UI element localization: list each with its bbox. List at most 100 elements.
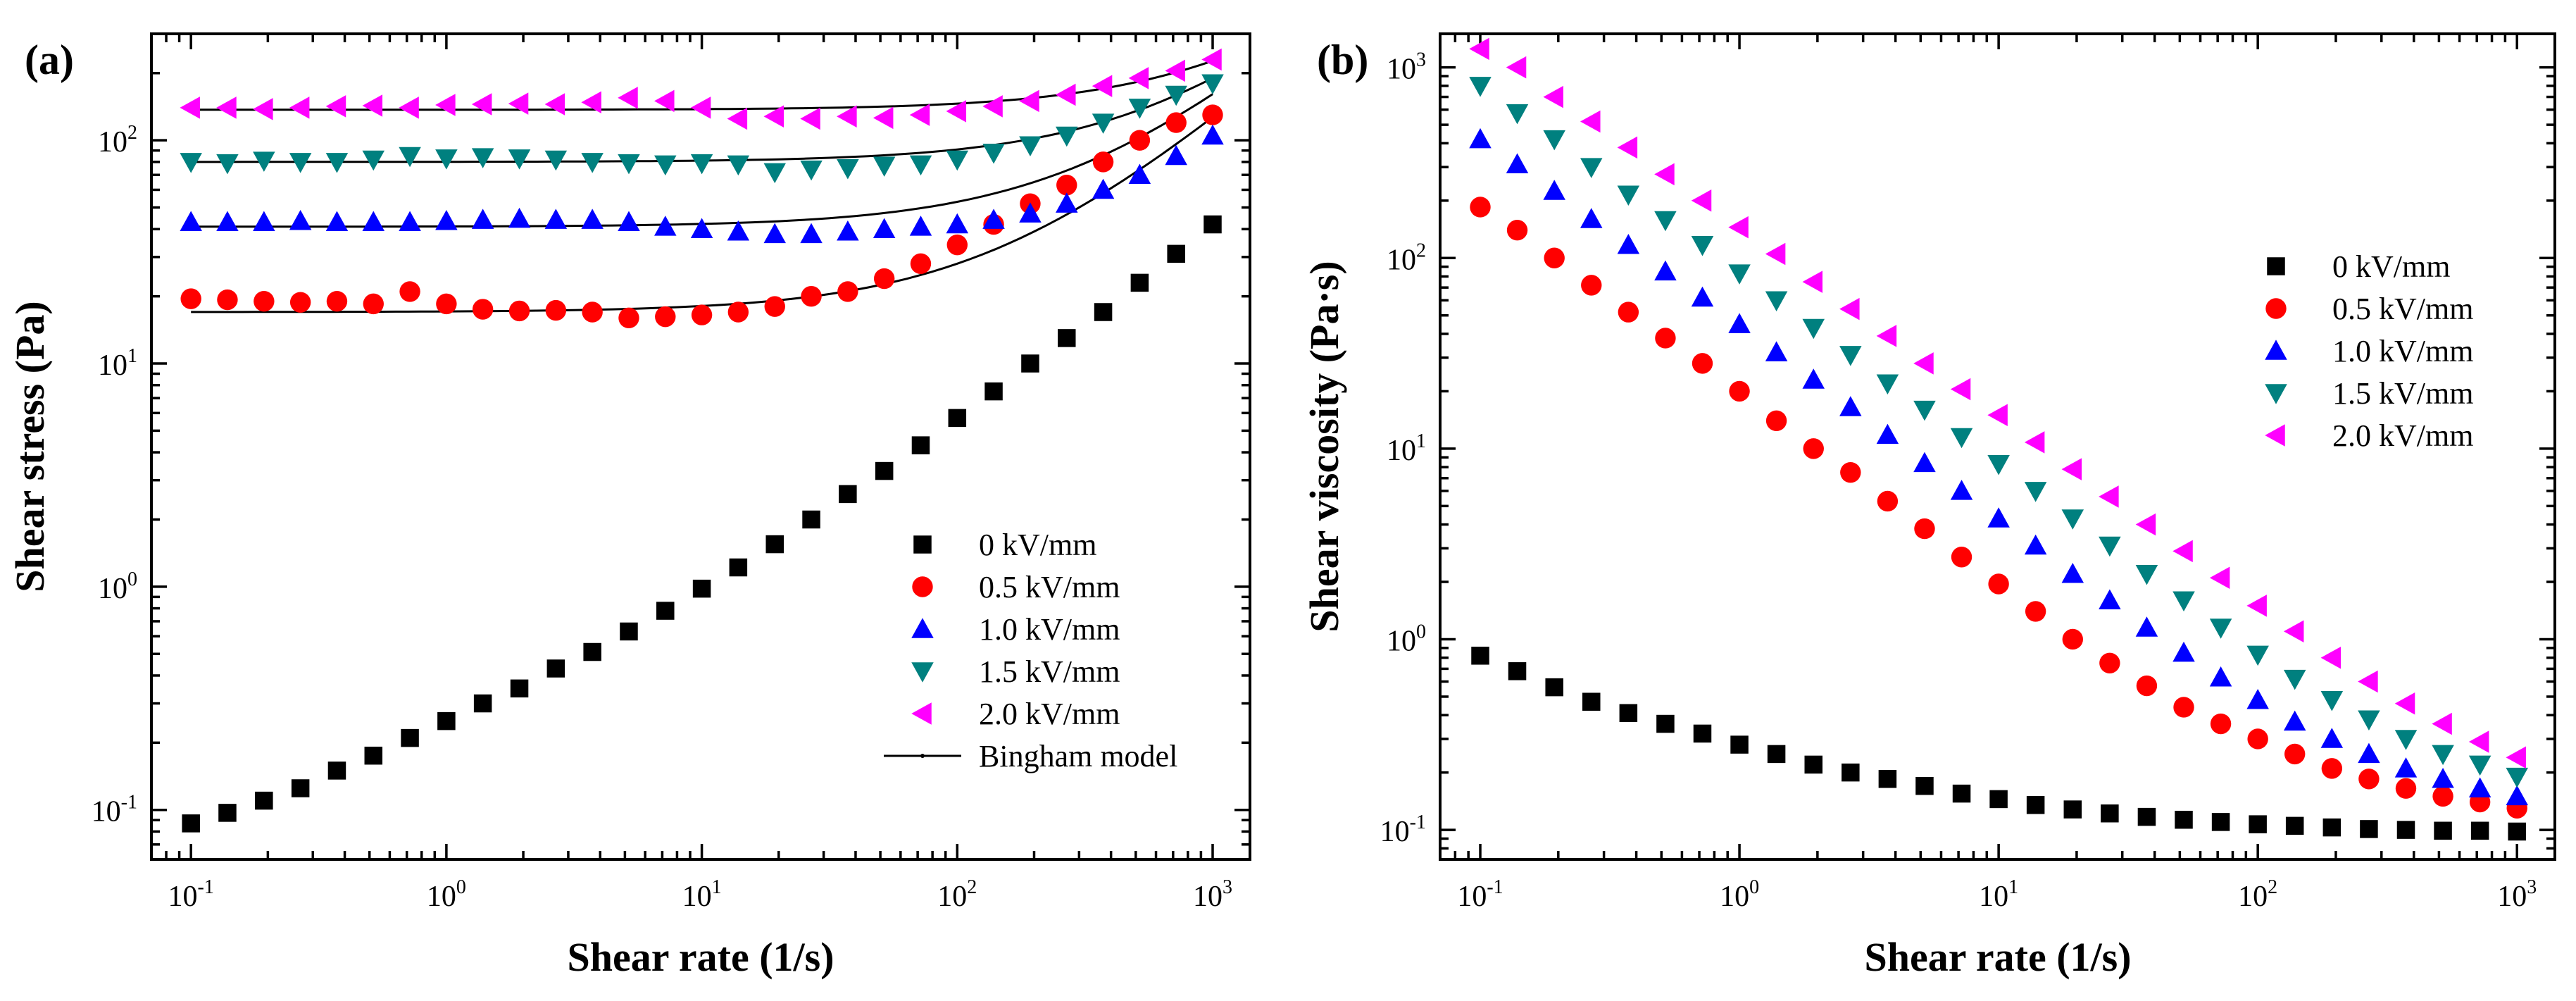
data-point-0-5-kv-mm	[946, 234, 968, 256]
data-point-2-0-kv-mm	[1765, 242, 1786, 266]
data-point-2-0-kv-mm	[946, 100, 967, 123]
data-point-0-5-kv-mm	[436, 293, 457, 315]
legend-marker-2-0-kv-mm	[911, 702, 932, 725]
data-point-1-5-kv-mm	[1128, 99, 1151, 119]
data-point-0-5-kv-mm	[1165, 112, 1187, 133]
data-point-1-5-kv-mm	[544, 150, 568, 171]
data-point-1-0-kv-mm	[654, 216, 677, 236]
data-point-0-kv-mm	[2175, 810, 2193, 829]
data-point-0-kv-mm	[729, 558, 748, 577]
data-point-2-0-kv-mm	[982, 95, 1003, 118]
data-point-1-5-kv-mm	[2358, 710, 2380, 730]
data-point-0-5-kv-mm	[910, 253, 932, 275]
data-point-1-5-kv-mm	[1019, 136, 1042, 156]
data-point-1-0-kv-mm	[1165, 144, 1187, 166]
data-point-0-kv-mm	[2285, 816, 2304, 835]
data-point-1-5-kv-mm	[2246, 645, 2269, 666]
data-point-1-5-kv-mm	[2024, 482, 2047, 502]
data-point-1-0-kv-mm	[727, 220, 750, 241]
legend-marker-0-kv-mm	[2267, 257, 2285, 275]
data-point-2-0-kv-mm	[2283, 620, 2304, 643]
data-point-1-5-kv-mm	[180, 153, 202, 173]
data-point-1-0-kv-mm	[1876, 423, 1899, 444]
data-point-0-5-kv-mm	[801, 285, 822, 307]
legend-marker-1-5-kv-mm	[911, 662, 934, 683]
panel-b: 10-1 100 101 102 103 10-1 100 101 102 103 0 kV/mm…	[1301, 32, 2556, 980]
data-point-0-5-kv-mm	[1129, 130, 1151, 151]
data-point-2-0-kv-mm	[1019, 89, 1039, 113]
data-point-1-0-kv-mm	[1913, 452, 1936, 473]
data-point-0-5-kv-mm	[1914, 518, 1935, 540]
data-point-1-0-kv-mm	[837, 220, 859, 241]
data-point-2-0-kv-mm	[253, 98, 273, 120]
data-point-0-kv-mm	[401, 728, 419, 747]
data-point-0-kv-mm	[656, 602, 675, 620]
data-point-0-kv-mm	[364, 746, 383, 765]
data-point-1-0-kv-mm	[1765, 341, 1788, 361]
data-point-1-0-kv-mm	[1691, 286, 1714, 307]
data-point-2-0-kv-mm	[690, 97, 711, 119]
data-point-1-0-kv-mm	[1617, 234, 1640, 254]
data-point-1-5-kv-mm	[325, 153, 349, 173]
data-point-1-0-kv-mm	[399, 211, 421, 232]
data-point-1-5-kv-mm	[1201, 74, 1224, 95]
panel-a-y-axis-title: Shear stress (Pa)	[7, 301, 53, 592]
legend-marker-0-5-kv-mm	[912, 576, 933, 597]
data-point-0-5-kv-mm	[2395, 778, 2417, 799]
data-point-0-kv-mm	[2249, 815, 2267, 833]
legend-label-2-0-kv-mm: 2.0 kV/mm	[2332, 418, 2473, 453]
data-point-1-5-kv-mm	[2209, 618, 2232, 639]
data-point-2-0-kv-mm	[1691, 189, 1712, 212]
data-point-2-0-kv-mm	[2246, 595, 2267, 617]
data-point-2-0-kv-mm	[581, 91, 601, 113]
data-point-1-0-kv-mm	[1201, 124, 1224, 145]
data-point-0-kv-mm	[2137, 807, 2156, 826]
data-point-1-0-kv-mm	[508, 207, 531, 228]
data-point-0-kv-mm	[1952, 784, 1971, 803]
data-point-0-kv-mm	[2396, 821, 2415, 839]
x-tick-label: 103	[1193, 876, 1232, 913]
y-tick-label: 100	[1387, 621, 1426, 657]
data-point-0-kv-mm	[1167, 244, 1185, 263]
data-point-0-5-kv-mm	[1202, 104, 1223, 125]
data-point-0-kv-mm	[1842, 763, 1860, 782]
data-point-2-0-kv-mm	[1165, 59, 1185, 82]
data-point-0-kv-mm	[2360, 820, 2378, 838]
data-point-0-kv-mm	[2063, 800, 2082, 819]
data-point-2-0-kv-mm	[2135, 513, 2156, 536]
data-point-1-0-kv-mm	[690, 218, 713, 239]
data-point-1-5-kv-mm	[1165, 85, 1187, 106]
legend-label-0-5-kv-mm: 0.5 kV/mm	[979, 570, 1120, 604]
data-point-1-0-kv-mm	[1839, 396, 1862, 416]
data-point-0-5-kv-mm	[1544, 247, 1565, 268]
data-point-1-0-kv-mm	[2209, 666, 2232, 687]
data-point-0-5-kv-mm	[2173, 697, 2194, 718]
data-point-2-0-kv-mm	[1580, 110, 1601, 133]
y-tick-label: 102	[98, 122, 137, 158]
x-tick-label: 100	[1720, 876, 1759, 913]
data-point-1-5-kv-mm	[1987, 455, 2010, 475]
x-tick-label: 100	[427, 876, 466, 913]
data-point-2-0-kv-mm	[1876, 325, 1897, 347]
data-point-0-5-kv-mm	[582, 301, 603, 323]
data-point-0-5-kv-mm	[399, 281, 420, 302]
y-tick-label: 102	[1387, 240, 1426, 276]
data-point-0-5-kv-mm	[2025, 601, 2046, 622]
data-point-0-kv-mm	[1915, 776, 1934, 795]
data-point-1-0-kv-mm	[1019, 202, 1042, 223]
data-point-0-5-kv-mm	[1765, 410, 1787, 432]
data-point-2-0-kv-mm	[471, 93, 492, 116]
data-point-0-5-kv-mm	[655, 306, 676, 328]
data-point-1-0-kv-mm	[1987, 507, 2010, 528]
data-point-0-kv-mm	[327, 761, 346, 780]
data-point-0-kv-mm	[1693, 724, 1712, 743]
data-point-0-kv-mm	[875, 461, 894, 480]
data-point-1-5-kv-mm	[1950, 428, 1973, 449]
panel-b-y-axis-title: Shear viscosity (Pa·s)	[1301, 261, 1347, 632]
data-point-2-0-kv-mm	[1987, 404, 2008, 426]
data-point-1-5-kv-mm	[2394, 730, 2418, 750]
data-point-2-0-kv-mm	[727, 107, 748, 130]
data-point-0-5-kv-mm	[1692, 353, 1713, 374]
data-point-0-5-kv-mm	[1877, 490, 1899, 512]
data-point-2-0-kv-mm	[180, 97, 200, 119]
